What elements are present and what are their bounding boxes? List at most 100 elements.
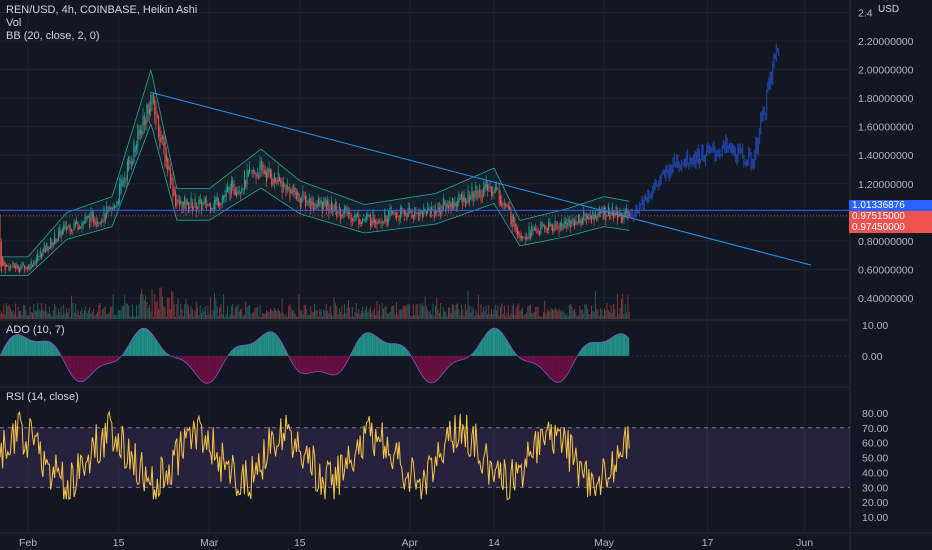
ado-legend[interactable]: ADO (10, 7) — [6, 324, 65, 337]
volume-bar — [336, 306, 338, 319]
rsi-legend[interactable]: RSI (14, close) — [6, 391, 79, 404]
ado-segment — [159, 345, 162, 356]
symbol-title[interactable]: REN/USD, 4h, COINBASE, Heikin Ashi — [6, 4, 198, 16]
ado-segment — [97, 356, 99, 369]
volume-bar — [28, 315, 30, 319]
candle-body — [37, 253, 39, 261]
candle-body — [197, 207, 199, 209]
volume-bar — [43, 311, 45, 319]
ado-segment — [237, 345, 240, 356]
ado-segment — [399, 344, 401, 356]
volume-bar — [275, 309, 277, 319]
ado-segment — [330, 356, 332, 375]
volume-bar — [42, 309, 44, 319]
candle-body — [406, 213, 408, 220]
ado-segment — [331, 356, 333, 375]
candle-body — [129, 160, 131, 164]
candle-body — [388, 210, 390, 222]
volume-bar — [524, 313, 526, 319]
volume-bar — [97, 311, 98, 319]
volume-bar — [142, 294, 144, 319]
candle-body — [372, 210, 374, 224]
ado-segment — [317, 356, 319, 372]
candle-body — [321, 201, 323, 213]
ado-segment — [403, 346, 405, 356]
volume-bar — [310, 306, 312, 319]
drawn-lines[interactable] — [0, 91, 850, 266]
ado-segment — [19, 334, 21, 356]
candle-body — [33, 261, 35, 266]
candle-body — [104, 214, 106, 221]
candle-body — [286, 184, 288, 190]
ado-segment — [400, 344, 402, 356]
volume-bar — [150, 311, 152, 319]
candle-body — [393, 211, 395, 213]
candle-body — [596, 216, 598, 220]
volume-bar — [307, 314, 309, 319]
volume-bar — [455, 304, 457, 319]
volume-bar — [168, 298, 170, 319]
volume-bar — [591, 305, 592, 319]
ado-segment — [102, 356, 104, 366]
candle-body — [115, 206, 117, 208]
volume-bar — [85, 306, 87, 319]
ado-segment — [426, 356, 428, 382]
bb-legend[interactable]: BB (20, close, 2, 0) — [6, 30, 100, 42]
candle-body — [568, 220, 570, 223]
candle-body — [585, 214, 587, 224]
candle-body — [428, 208, 430, 210]
candle-body — [617, 210, 618, 221]
ado-segment — [247, 344, 249, 356]
ado-segment — [384, 342, 387, 356]
volume-bar — [58, 308, 59, 319]
volume-bar — [190, 306, 192, 319]
candle-body — [191, 202, 193, 212]
candle-body — [16, 263, 18, 268]
ado-segment — [542, 356, 544, 371]
candle-body — [189, 207, 191, 208]
candle-body — [349, 212, 351, 214]
candle-body — [116, 201, 118, 207]
candle-body — [548, 222, 550, 231]
rsi-tick-label: 70.00 — [862, 423, 888, 435]
candle-body — [181, 201, 183, 213]
candle-body — [22, 264, 24, 266]
volume-bar — [442, 307, 444, 319]
ado-segment — [609, 338, 611, 356]
candle-body — [476, 190, 478, 201]
volume-bar — [130, 316, 132, 319]
volume-bar — [282, 313, 284, 319]
ado-segment — [585, 344, 587, 356]
candle-body — [373, 217, 375, 223]
ado-segment — [379, 338, 381, 356]
volume-bar — [385, 305, 387, 319]
volume-bar — [389, 312, 391, 319]
volume-bar — [578, 315, 579, 319]
ado-segment — [22, 335, 24, 356]
volume-bar — [333, 297, 335, 319]
volume-bar — [515, 307, 517, 319]
ado-segment — [75, 356, 77, 381]
candle-body — [303, 195, 305, 197]
ado-segment — [431, 356, 433, 383]
candle-body — [206, 200, 208, 208]
ado-segment — [80, 356, 82, 382]
ado-segment — [552, 356, 554, 381]
ado-segment — [63, 356, 65, 364]
volume-legend[interactable]: Vol — [6, 17, 22, 29]
candle-body — [414, 207, 416, 217]
volume-bar — [175, 316, 176, 319]
price-tick-label: 1.60000000 — [858, 122, 914, 134]
candle-body — [240, 191, 241, 194]
volume-bar — [93, 308, 95, 319]
volume-bar — [238, 311, 240, 319]
ado-segment — [591, 342, 593, 356]
currency-label[interactable]: USD — [878, 4, 900, 15]
candle-body — [329, 208, 331, 211]
candle-body — [221, 196, 223, 205]
volume-bar — [180, 303, 182, 319]
volume-bar — [60, 306, 62, 319]
volume-bar — [368, 309, 370, 319]
price-candles — [0, 92, 630, 275]
